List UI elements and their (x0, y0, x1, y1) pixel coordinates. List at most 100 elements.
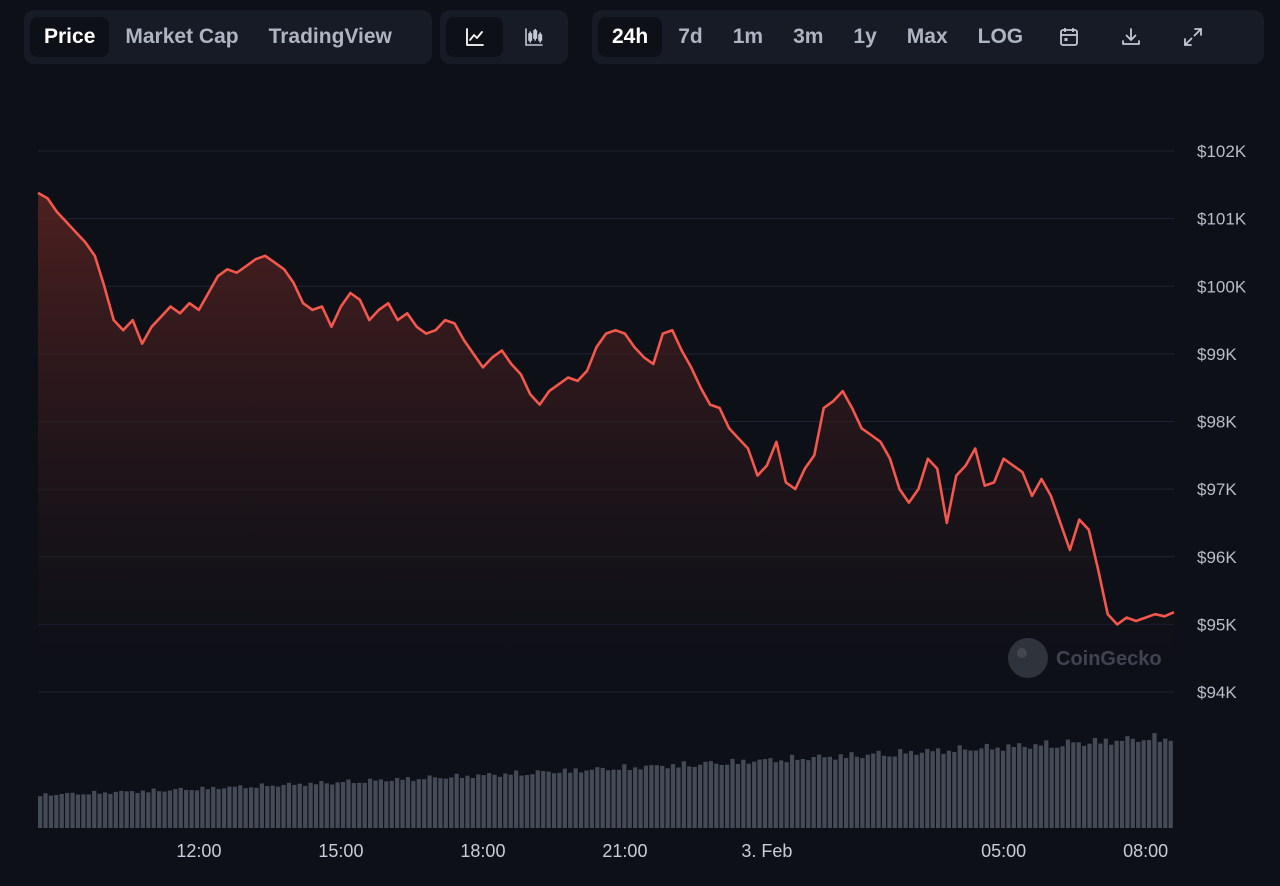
download-button[interactable] (1101, 17, 1161, 57)
volume-bar (1076, 742, 1081, 828)
volume-bar (427, 775, 432, 828)
tab-price[interactable]: Price (30, 17, 110, 57)
volume-bar (595, 767, 600, 828)
volume-bar (638, 769, 643, 828)
volume-bar (276, 786, 281, 828)
volume-bar (541, 771, 546, 828)
calendar-icon (1060, 28, 1079, 46)
volume-bar (373, 780, 378, 828)
volume-bar (324, 783, 329, 828)
range-7d[interactable]: 7d (678, 25, 703, 48)
volume-bar (1157, 741, 1162, 828)
range-max[interactable]: Max (906, 25, 948, 48)
volume-bar (313, 784, 319, 828)
volume-bar (1125, 736, 1130, 828)
volume-bar (48, 795, 54, 828)
volume-bar (551, 773, 557, 828)
volume-bar (779, 760, 784, 828)
volume-bar (546, 771, 551, 828)
x-tick-label: 12:00 (176, 841, 221, 861)
volume-bar (633, 767, 638, 828)
volume-bar (670, 764, 676, 828)
volume-bar (292, 784, 297, 828)
volume-bar (676, 767, 681, 828)
volume-bar (757, 759, 762, 828)
volume-bar (1054, 747, 1060, 828)
price-chart[interactable]: $102K$101K$100K$99K$98K$97K$96K$95K$94K … (0, 70, 1280, 886)
volume-bar (97, 793, 102, 828)
volume-bars (38, 733, 1173, 828)
y-tick-label: $97K (1197, 480, 1237, 499)
volume-bar (129, 791, 135, 828)
volume-bar (303, 785, 308, 828)
fullscreen-button[interactable] (1163, 17, 1223, 57)
range-24h[interactable]: 24h (598, 17, 663, 57)
volume-bar (730, 758, 735, 828)
volume-bar (184, 789, 189, 828)
log-scale-toggle[interactable]: LOG (977, 25, 1024, 48)
volume-bar (708, 761, 713, 828)
tab-market-cap[interactable]: Market Cap (125, 25, 239, 48)
volume-bar (1119, 740, 1125, 828)
volume-bar (973, 750, 979, 828)
volume-bar (503, 773, 508, 828)
x-tick-label: 3. Feb (741, 841, 792, 861)
volume-bar (822, 757, 827, 828)
volume-bar (140, 790, 145, 828)
volume-bar (1065, 739, 1071, 828)
volume-bar (135, 793, 140, 828)
volume-bar (113, 791, 118, 828)
volume-bar (941, 753, 946, 828)
volume-bar (81, 794, 86, 828)
line-chart-button[interactable] (446, 17, 503, 57)
y-tick-label: $101K (1197, 210, 1247, 229)
volume-bar (979, 748, 984, 828)
volume-bar (205, 789, 210, 828)
volume-bar (405, 777, 411, 828)
x-tick-label: 18:00 (460, 841, 505, 861)
volume-bar (378, 779, 384, 828)
volume-bar (238, 785, 243, 828)
volume-bar (38, 796, 43, 828)
volume-bar (1082, 745, 1087, 828)
volume-bar (1000, 750, 1006, 828)
x-tick-label: 15:00 (318, 841, 363, 861)
volume-bar (1130, 738, 1135, 828)
volume-bar (102, 792, 108, 828)
volume-bar (476, 774, 481, 828)
range-3m[interactable]: 3m (793, 25, 824, 48)
volume-bar (367, 778, 373, 828)
date-picker-button[interactable] (1039, 17, 1099, 57)
price-line[interactable] (37, 191, 1175, 626)
range-1m[interactable]: 1m (732, 25, 764, 48)
volume-bar (416, 779, 421, 828)
volume-bar (384, 781, 389, 828)
volume-bar (1109, 744, 1114, 828)
volume-bar (1038, 745, 1043, 828)
volume-bar (833, 759, 838, 828)
volume-bar (719, 765, 724, 828)
range-1y[interactable]: 1y (853, 25, 877, 48)
volume-bar (898, 749, 903, 828)
volume-bar (1098, 743, 1103, 828)
volume-bar (351, 783, 356, 828)
volume-bar (957, 745, 962, 828)
tab-tradingview[interactable]: TradingView (268, 25, 392, 48)
volume-bar (481, 775, 486, 828)
volume-bar (681, 761, 686, 828)
download-icon (1122, 28, 1141, 45)
volume-bar (335, 782, 340, 828)
volume-bar (146, 792, 151, 828)
candlestick-chart-button[interactable] (505, 17, 562, 57)
volume-bar (151, 788, 156, 828)
x-tick-label: 08:00 (1123, 841, 1168, 861)
chart-toolbar: Price Market Cap TradingView 24h 7d 1 (0, 0, 1280, 70)
volume-bar (762, 759, 768, 828)
volume-bar (492, 774, 497, 828)
y-tick-label: $102K (1197, 142, 1247, 161)
volume-bar (248, 787, 254, 828)
y-tick-label: $96K (1197, 548, 1237, 567)
volume-bar (497, 776, 503, 828)
volume-bar (860, 758, 865, 828)
volume-bar (65, 793, 70, 828)
